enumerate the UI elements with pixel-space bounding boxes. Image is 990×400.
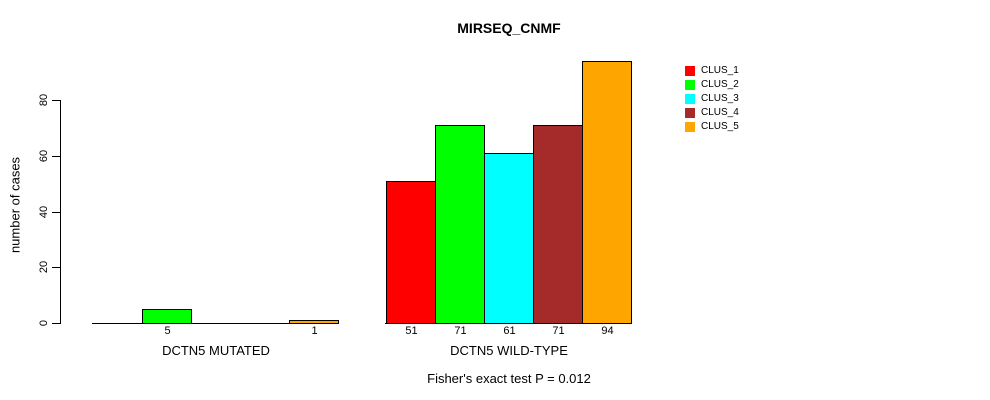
legend: CLUS_1 CLUS_2 CLUS_3 CLUS_4 CLUS_5 [685, 65, 739, 135]
y-tick-label: 40 [38, 205, 50, 218]
y-tick [52, 267, 60, 269]
bar-value-label: 71 [552, 325, 565, 337]
bar-dctn5-wild-type-clus_1 [386, 181, 436, 324]
legend-entry-clus_4: CLUS_4 [685, 107, 739, 118]
bar-value-label: 1 [311, 325, 318, 337]
bar-value-label: 71 [454, 325, 467, 337]
bar-value-label: 94 [601, 325, 614, 337]
y-tick-label: 0 [38, 319, 50, 327]
legend-entry-clus_2: CLUS_2 [685, 79, 739, 90]
bar-dctn5-mutated-clus_5 [289, 320, 339, 324]
bar-dctn5-wild-type-clus_3 [484, 153, 534, 324]
y-axis-line [60, 100, 61, 324]
legend-label-clus_4: CLUS_4 [701, 107, 739, 118]
y-axis-label: number of cases [7, 156, 23, 254]
legend-swatch-clus_5 [685, 121, 695, 132]
legend-swatch-clus_1 [685, 65, 695, 76]
legend-entry-clus_5: CLUS_5 [685, 121, 739, 132]
chart-title: MIRSEQ_CNMF [457, 20, 561, 36]
bar-value-label: 61 [503, 325, 516, 337]
x-baseline [92, 323, 339, 324]
y-tick-label: 60 [38, 149, 50, 162]
y-tick [52, 211, 60, 213]
legend-label-clus_2: CLUS_2 [701, 79, 739, 90]
legend-entry-clus_1: CLUS_1 [685, 65, 739, 76]
legend-label-clus_3: CLUS_3 [701, 93, 739, 104]
y-tick-label: 20 [38, 261, 50, 274]
legend-entry-clus_3: CLUS_3 [685, 93, 739, 104]
bar-value-label: 5 [164, 325, 171, 337]
y-tick [52, 100, 60, 101]
y-tick-label: 80 [38, 93, 50, 107]
legend-swatch-clus_4 [685, 107, 695, 118]
bar-dctn5-wild-type-clus_5 [582, 61, 632, 324]
legend-swatch-clus_3 [685, 93, 695, 104]
bar-dctn5-wild-type-clus_4 [533, 125, 583, 324]
y-tick [52, 323, 60, 324]
bar-dctn5-mutated-clus_2 [142, 309, 192, 324]
legend-label-clus_1: CLUS_1 [701, 65, 739, 76]
legend-swatch-clus_2 [685, 79, 695, 90]
y-tick [52, 155, 60, 157]
group-label-1: DCTN5 MUTATED [162, 343, 270, 358]
legend-label-clus_5: CLUS_5 [701, 121, 739, 132]
group-label-2: DCTN5 WILD-TYPE [450, 343, 568, 358]
bar-value-label: 51 [405, 325, 418, 337]
bar-dctn5-wild-type-clus_2 [435, 125, 485, 324]
footnote: Fisher's exact test P = 0.012 [427, 371, 591, 386]
